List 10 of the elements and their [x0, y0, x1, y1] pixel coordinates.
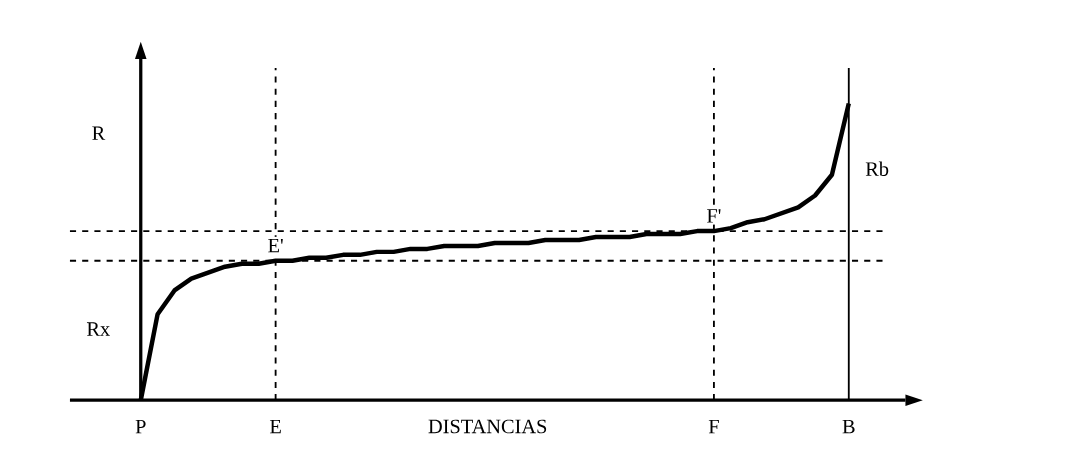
x-axis-title: DISTANCIAS — [428, 419, 547, 434]
text: Rb — [865, 161, 889, 177]
x-tick-label: P — [135, 420, 146, 434]
x-tick-label: B — [842, 420, 855, 434]
x-tick-label: F — [708, 420, 719, 434]
text: Rx — [86, 322, 110, 336]
annotation: F' — [707, 209, 721, 223]
y-axis-title: R — [92, 126, 106, 141]
annotation: E' — [268, 239, 283, 253]
x-tick-label: E — [269, 420, 281, 434]
